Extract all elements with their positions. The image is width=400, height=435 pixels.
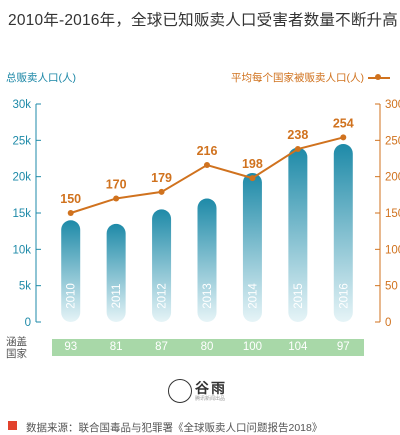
right-tick-label: 50 — [385, 281, 398, 293]
left-tick-label: 15k — [12, 208, 31, 220]
left-tick-label: 5k — [19, 281, 31, 293]
line-point-2011 — [113, 195, 120, 202]
bar-2016 — [333, 143, 353, 322]
right-tick-label: 200 — [385, 172, 400, 184]
right-tick-label: 300 — [385, 99, 400, 111]
left-tick-label: 10k — [12, 244, 31, 256]
bar-year-label: 2010 — [66, 283, 78, 309]
right-tick-label: 150 — [385, 208, 400, 220]
bar-2014 — [242, 173, 262, 322]
logo: 谷雨 腾讯新闻出品 — [168, 377, 238, 407]
line-point-2012 — [158, 188, 165, 195]
chart-canvas: 0 5k 10k 15k 20k 25k 30k 0 50 100 150 200 250 300 201… — [12, 99, 400, 329]
source-marker-icon — [8, 421, 17, 430]
line-point-2013 — [204, 162, 210, 169]
covered-countries-value: 100 — [242, 341, 263, 353]
line-value-label: 216 — [197, 144, 218, 158]
line-point-2014 — [249, 175, 256, 182]
left-tick-label: 25k — [12, 135, 31, 147]
bar-year-label: 2011 — [111, 284, 123, 309]
logo-name: 谷雨 — [195, 380, 227, 396]
covered-countries-label: 涵盖国家 — [6, 336, 27, 360]
bar-year-label: 2014 — [247, 283, 259, 309]
data-source: 数据来源：联合国毒品与犯罪署《全球贩卖人口问题报告2018》 — [26, 422, 323, 434]
left-axis-legend: 总贩卖人口(人) — [6, 72, 76, 84]
right-tick-label: 100 — [385, 244, 400, 256]
line-point-2010 — [67, 210, 74, 216]
covered-countries-value: 80 — [200, 341, 214, 353]
bar-2013 — [197, 198, 217, 322]
line-value-label: 254 — [333, 116, 354, 130]
line-value-label: 170 — [106, 177, 127, 191]
line-point-2015 — [294, 146, 301, 153]
bar-year-label: 2013 — [202, 283, 214, 309]
covered-countries-value: 81 — [109, 341, 123, 353]
line-legend-marker — [368, 74, 390, 81]
line-value-label: 179 — [151, 171, 172, 185]
line-value-label: 238 — [287, 128, 308, 142]
bar-2010 — [61, 220, 81, 322]
covered-countries-strip: 93 81 87 80 100 104 97 — [52, 339, 364, 356]
line-value-label: 198 — [242, 157, 263, 171]
bar-year-label: 2016 — [338, 283, 350, 309]
covered-countries-value: 87 — [155, 341, 168, 353]
bar-year-label: 2012 — [157, 283, 169, 309]
covered-countries-value: 93 — [64, 341, 78, 353]
right-tick-label: 250 — [385, 135, 400, 147]
bar-2015 — [288, 147, 308, 322]
bar-year-label: 2015 — [293, 283, 305, 309]
chart-title: 2010年-2016年，全球已知贩卖人口受害者数量不断升高 — [8, 12, 398, 29]
right-axis-legend-text: 平均每个国家被贩卖人口(人) — [231, 72, 364, 84]
right-axis-legend: 平均每个国家被贩卖人口(人) — [231, 70, 390, 85]
bar-2011 — [106, 223, 126, 322]
left-tick-label: 20k — [12, 172, 31, 184]
bar-2012 — [152, 209, 172, 322]
covered-countries-value: 104 — [288, 341, 308, 353]
logo-icon — [168, 379, 192, 403]
line-point-2016 — [340, 134, 347, 141]
left-tick-label: 0 — [25, 317, 31, 329]
logo-subtitle: 腾讯新闻出品 — [195, 396, 226, 402]
line-value-label: 150 — [60, 192, 81, 206]
left-tick-label: 30k — [12, 99, 31, 111]
right-tick-label: 0 — [385, 317, 391, 329]
covered-countries-value: 97 — [336, 341, 350, 353]
